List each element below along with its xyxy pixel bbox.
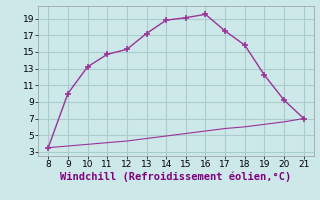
X-axis label: Windchill (Refroidissement éolien,°C): Windchill (Refroidissement éolien,°C) xyxy=(60,172,292,182)
